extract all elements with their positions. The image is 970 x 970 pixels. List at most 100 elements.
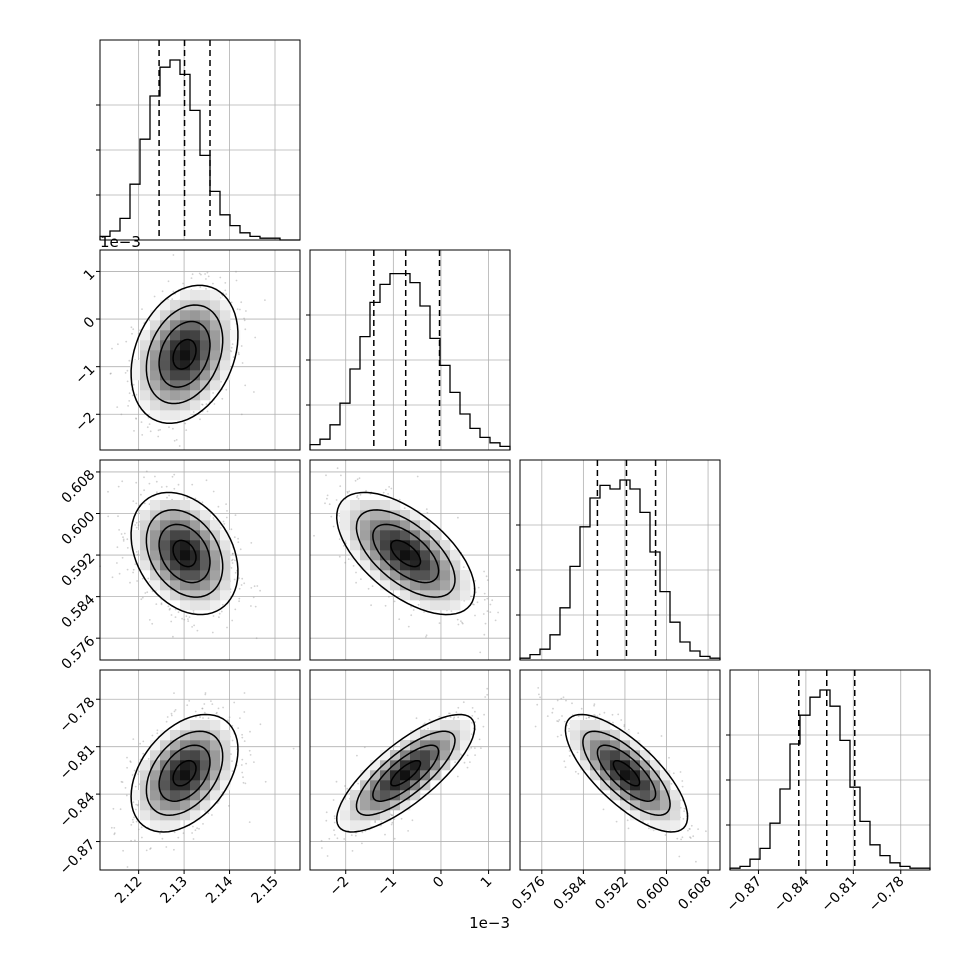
scatter-point	[234, 559, 236, 562]
density-cell	[200, 780, 211, 791]
scatter-point	[172, 254, 175, 256]
density-cell	[590, 730, 601, 741]
scatter-point	[212, 517, 215, 519]
density-cell	[210, 300, 221, 311]
scatter-point	[165, 720, 168, 723]
scatter-point	[454, 761, 456, 764]
density-cell	[430, 600, 441, 611]
density-cell	[190, 750, 201, 761]
scatter-point	[170, 614, 173, 616]
scatter-point	[121, 781, 124, 783]
scatter-point	[137, 828, 140, 831]
density-cell	[640, 770, 651, 781]
scatter-point	[361, 831, 364, 834]
scatter-point	[122, 538, 125, 541]
scatter-point	[388, 595, 390, 598]
density-cell	[220, 780, 231, 791]
density-cell	[390, 790, 401, 801]
scatter-point	[426, 511, 429, 514]
scatter-point	[170, 714, 173, 717]
scatter-point	[191, 483, 194, 486]
density-cell	[340, 800, 351, 811]
density-cell	[140, 330, 151, 341]
scatter-point	[448, 712, 450, 715]
scatter-point	[355, 581, 357, 584]
scatter-point	[234, 571, 237, 574]
scatter-point	[560, 734, 563, 736]
scatter-point	[371, 585, 374, 587]
density-cell	[580, 750, 591, 761]
scatter-point	[170, 620, 173, 623]
scatter-point	[339, 485, 342, 488]
density-cell	[220, 300, 231, 311]
density-cell	[610, 780, 621, 791]
scatter-point	[611, 713, 614, 716]
density-cell	[190, 320, 201, 331]
scatter-point	[132, 500, 135, 502]
scatter-point	[234, 608, 237, 611]
density-cell	[210, 570, 221, 581]
density-cell	[220, 550, 231, 561]
density-cell	[370, 500, 381, 511]
density-cell	[200, 570, 211, 581]
scatter-point	[393, 600, 396, 603]
density-cell	[380, 530, 391, 541]
scatter-point	[485, 575, 488, 578]
scatter-point	[233, 701, 236, 704]
density-cell	[220, 570, 231, 581]
scatter-point	[133, 816, 135, 819]
scatter-point	[112, 807, 115, 810]
density-cell	[620, 740, 631, 751]
scatter-point	[393, 837, 396, 840]
density-cell	[210, 740, 221, 751]
density-cell	[440, 580, 451, 591]
scatter-point	[486, 579, 489, 581]
scatter-point	[241, 758, 244, 761]
scatter-point	[626, 819, 629, 822]
density-cell	[170, 390, 181, 401]
scatter-point	[206, 410, 209, 413]
density-cell	[140, 780, 151, 791]
scatter-point	[255, 637, 258, 640]
scatter-point	[343, 838, 346, 840]
scatter-point	[171, 298, 174, 300]
scatter-point	[689, 836, 691, 839]
density-cell	[620, 770, 631, 781]
density-cell	[420, 760, 431, 771]
scatter-point	[681, 785, 684, 788]
density-cell	[190, 500, 201, 511]
scatter-point	[687, 829, 689, 832]
scatter-point	[188, 616, 191, 618]
scatter-point	[118, 529, 120, 531]
contour-1	[145, 509, 224, 598]
density-cell	[420, 580, 431, 591]
density-cell	[150, 400, 161, 411]
density-cell	[140, 550, 151, 561]
density-cell	[170, 530, 181, 541]
scatter-point	[424, 722, 426, 725]
density-cell	[640, 780, 651, 791]
density-cell	[670, 820, 681, 831]
scatter-point	[471, 707, 474, 709]
density-cell	[200, 330, 211, 341]
scatter-point	[132, 801, 135, 804]
scatter-point	[244, 782, 247, 785]
density-cell	[150, 570, 161, 581]
density-cell	[190, 730, 201, 741]
scatter-point	[264, 780, 267, 783]
density-cell	[170, 550, 181, 561]
scatter-point	[473, 603, 475, 606]
scatter-point	[623, 724, 626, 726]
density-cell	[170, 820, 181, 831]
scatter-point	[642, 820, 644, 822]
contour-1	[145, 304, 224, 405]
scatter-point	[231, 770, 234, 772]
density-cell	[600, 720, 611, 731]
scatter-point	[132, 383, 135, 386]
density-cell	[590, 740, 601, 751]
scatter-point	[245, 310, 247, 312]
scatter-point	[221, 603, 224, 606]
density-cell	[380, 510, 391, 521]
scatter-point	[462, 566, 465, 568]
density-cell	[210, 530, 221, 541]
